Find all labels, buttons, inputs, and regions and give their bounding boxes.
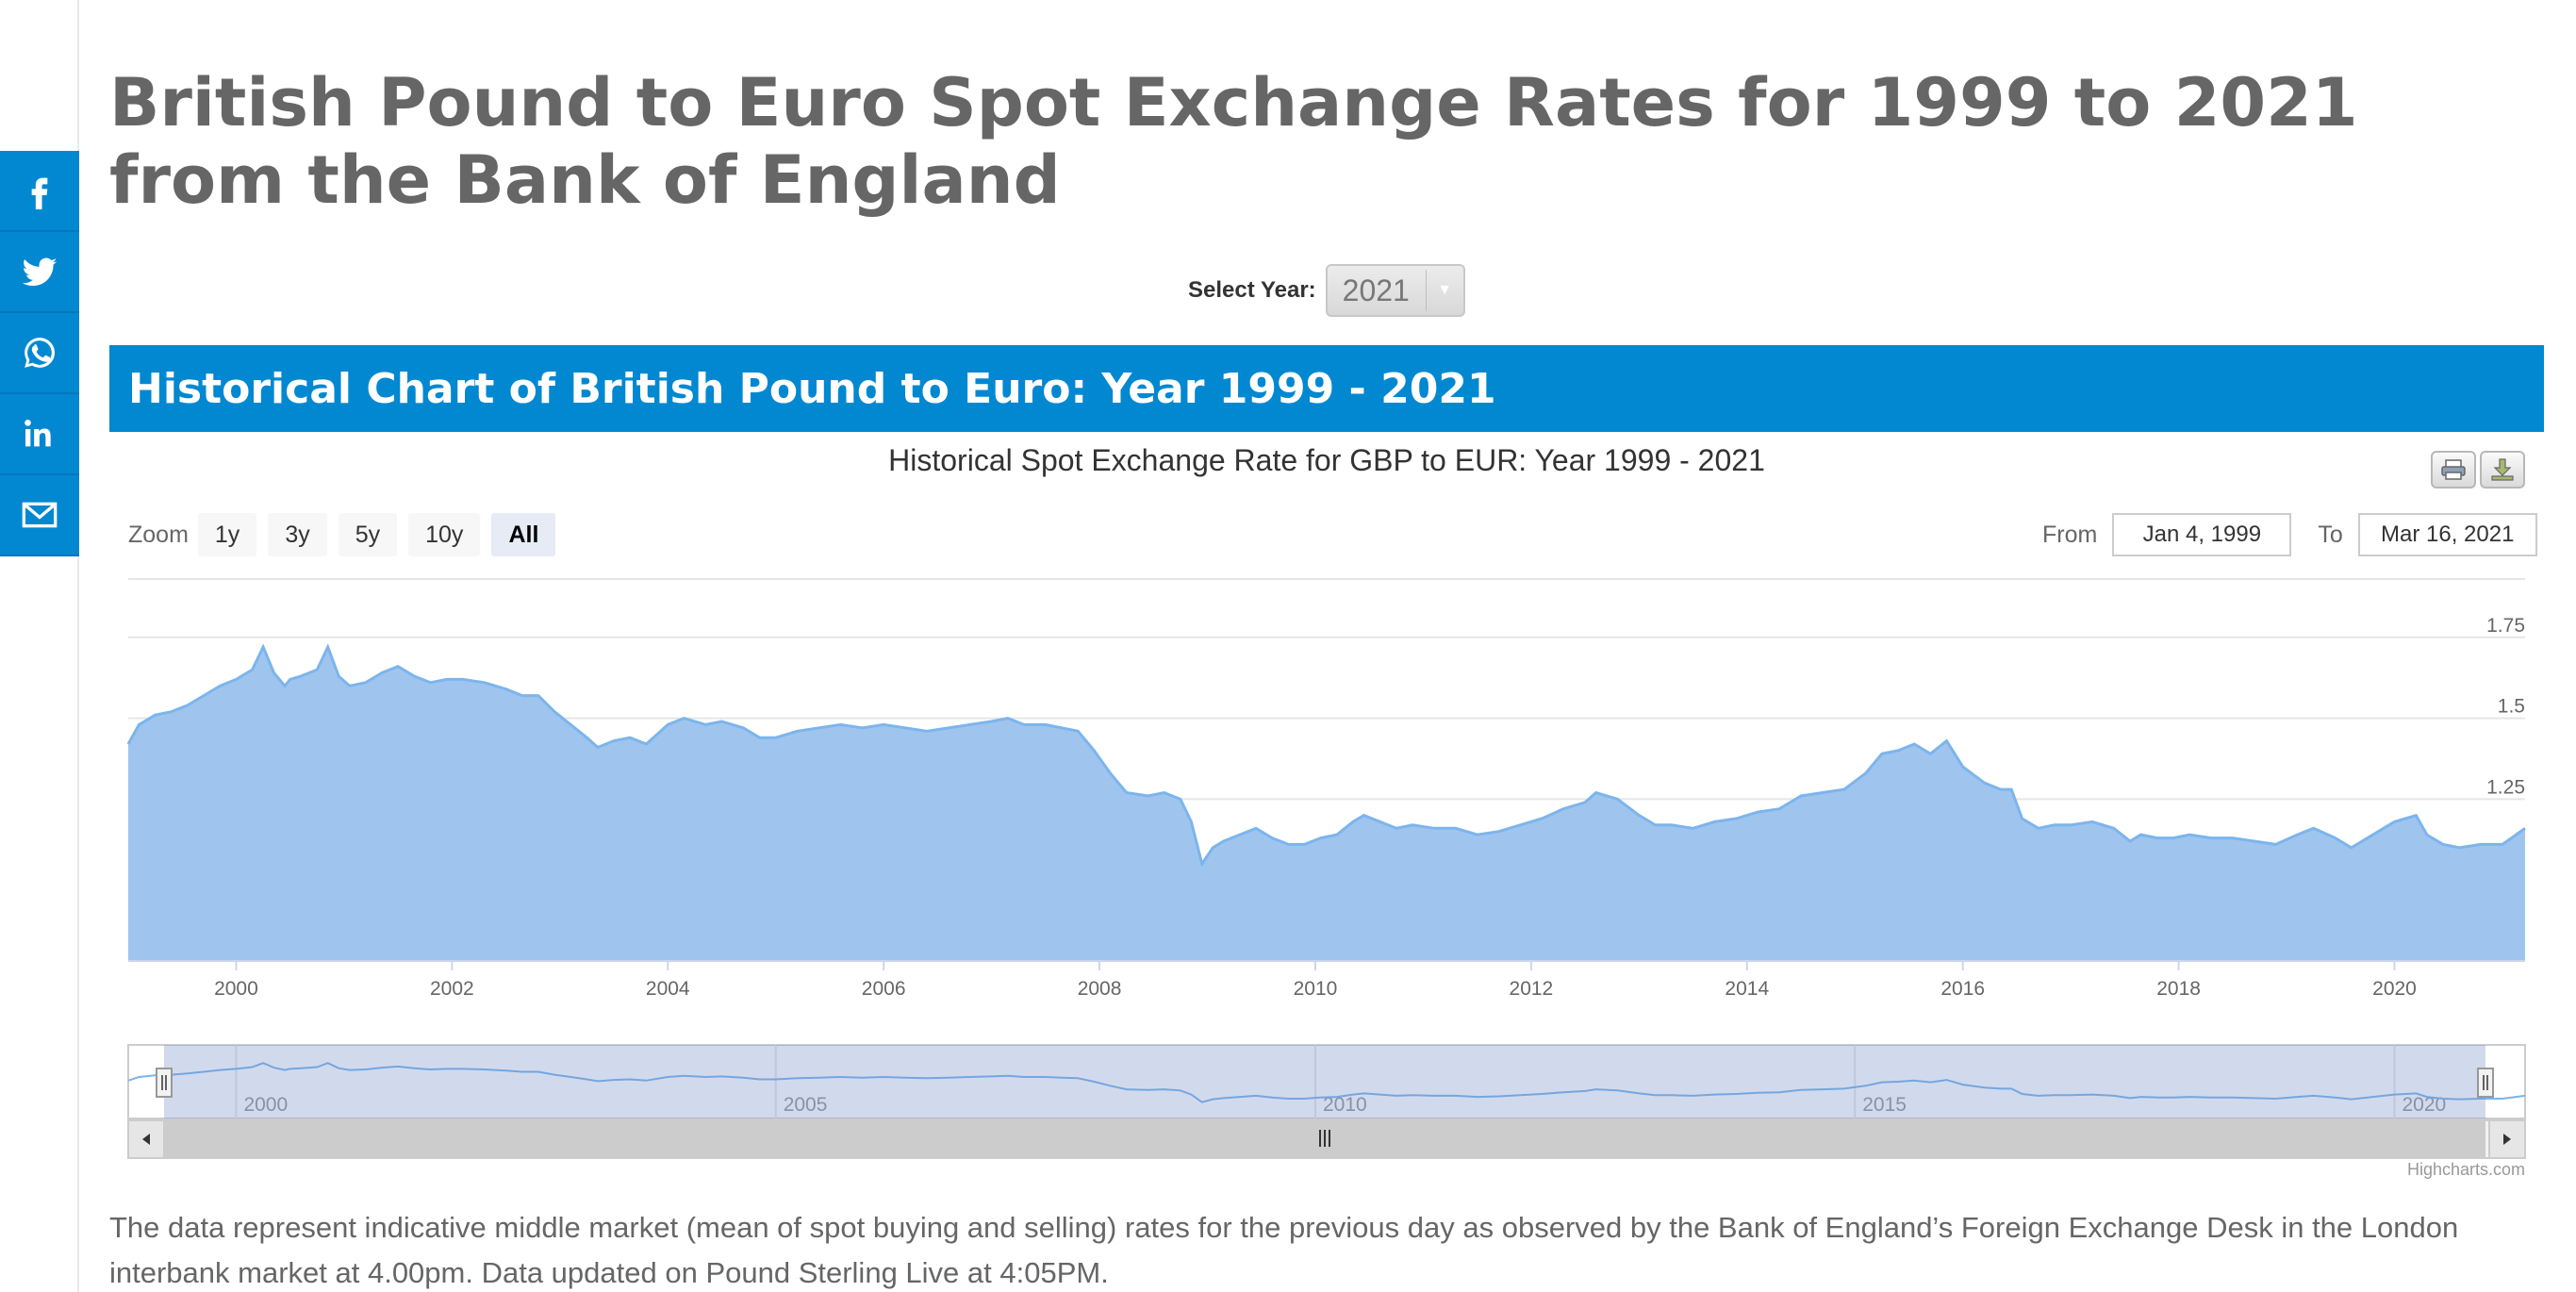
x-tick-label: 2000 (214, 978, 258, 1000)
x-tick-label: 2002 (430, 978, 474, 1000)
range-selector-zoom: Zoom 1y 3y 5y 10y All (128, 513, 567, 556)
y-tick-label: 1.75 (2486, 615, 2525, 637)
linkedin-share-button[interactable] (0, 394, 79, 475)
scrollbar-left-button[interactable] (127, 1119, 165, 1159)
mail-icon (22, 502, 58, 528)
chart-area: 0.7511.251.51.75200020022004200620082010… (126, 578, 2526, 1159)
x-tick-label: 2020 (2372, 978, 2417, 1000)
highcharts-credits-link[interactable]: Highcharts.com (2406, 1160, 2525, 1179)
x-tick-label: 2008 (1078, 978, 1122, 1000)
x-tick-label: 2012 (1510, 978, 1554, 1000)
zoom-5y-button[interactable]: 5y (338, 513, 398, 556)
twitter-icon (22, 257, 58, 287)
section-banner: Historical Chart of British Pound to Eur… (109, 345, 2544, 432)
navigator-background (127, 1044, 2526, 1119)
x-tick-label: 2016 (1940, 978, 1985, 1000)
print-chart-button[interactable] (2431, 451, 2476, 489)
x-tick-label: 2014 (1725, 978, 1769, 1000)
print-icon (2441, 459, 2466, 480)
y-tick-label: 1.25 (2486, 776, 2525, 798)
from-date-input[interactable]: Jan 4, 1999 (2112, 513, 2292, 556)
facebook-share-button[interactable] (0, 151, 79, 232)
from-label: From (2042, 521, 2098, 548)
chevron-left-icon (142, 1134, 150, 1145)
zoom-all-button[interactable]: All (491, 513, 556, 556)
linkedin-icon (25, 420, 51, 447)
twitter-share-button[interactable] (0, 232, 79, 313)
range-selector-dates: From Jan 4, 1999 To Mar 16, 2021 (2042, 513, 2537, 556)
download-chart-button[interactable] (2480, 451, 2525, 489)
email-share-button[interactable] (0, 475, 79, 556)
navigator-tick-label: 2015 (1862, 1094, 1907, 1116)
x-tick-label: 2010 (1294, 978, 1338, 1000)
navigator-series-line (127, 1062, 2526, 1103)
data-note: The data represent indicative middle mar… (109, 1211, 2459, 1289)
rate-area (128, 647, 2525, 961)
year-select-value: 2021 (1342, 273, 1410, 307)
x-tick-label: 2006 (862, 978, 906, 1000)
to-date-input[interactable]: Mar 16, 2021 (2357, 513, 2537, 556)
zoom-label: Zoom (128, 521, 189, 548)
to-label: To (2318, 521, 2343, 548)
x-tick-label: 2018 (2156, 978, 2201, 1000)
navigator-right-handle[interactable] (2477, 1068, 2494, 1098)
zoom-3y-button[interactable]: 3y (268, 513, 327, 556)
chart-title: Historical Spot Exchange Rate for GBP to… (888, 443, 1765, 477)
navigator-tick-label: 2000 (243, 1094, 288, 1116)
zoom-1y-button[interactable]: 1y (197, 513, 257, 556)
navigator-selected-range[interactable] (164, 1045, 2485, 1118)
zoom-10y-button[interactable]: 10y (408, 513, 481, 556)
chevron-down-icon: ▼ (1425, 270, 1463, 311)
navigator-left-handle[interactable] (156, 1068, 173, 1098)
share-bar (0, 151, 79, 556)
whatsapp-icon (25, 338, 55, 368)
page-title: British Pound to Euro Spot Exchange Rate… (109, 64, 2358, 219)
x-tick-label: 2004 (646, 978, 690, 1000)
facebook-icon (31, 177, 48, 209)
year-selector: Select Year: 2021 ▼ (1188, 264, 1465, 317)
navigator-tick-label: 2005 (784, 1094, 828, 1116)
rate-line (126, 643, 2526, 868)
download-icon (2491, 458, 2514, 481)
chevron-right-icon (2503, 1134, 2511, 1145)
left-divider (77, 0, 79, 1292)
navigator-tick-label: 2020 (2403, 1094, 2447, 1116)
year-select-dropdown[interactable]: 2021 ▼ (1325, 264, 1465, 317)
section-banner-title: Historical Chart of British Pound to Eur… (128, 364, 1496, 413)
year-select-label: Select Year: (1188, 277, 1316, 303)
y-tick-label: 1.5 (2498, 696, 2525, 718)
whatsapp-share-button[interactable] (0, 313, 79, 394)
navigator-tick-label: 2010 (1323, 1094, 1367, 1116)
